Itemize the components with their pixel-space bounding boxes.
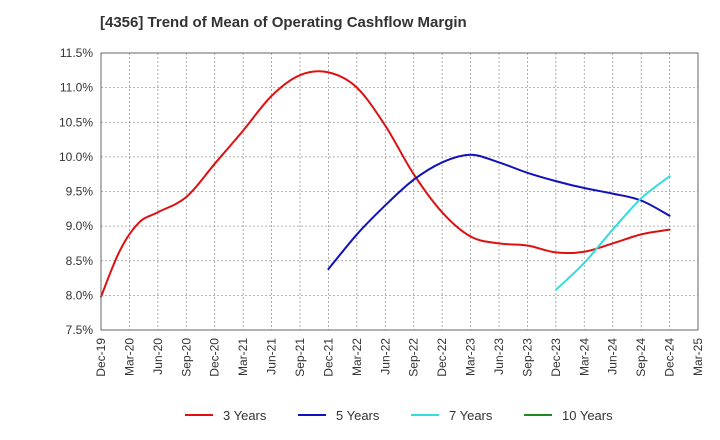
y-tick-label: 11.5% xyxy=(60,46,93,60)
y-tick-label: 8.0% xyxy=(66,288,94,302)
series-line-3 xyxy=(554,175,671,291)
x-tick-label: Sep-20 xyxy=(179,338,193,377)
chart-title: [4356] Trend of Mean of Operating Cashfl… xyxy=(100,14,467,31)
y-tick-label: 9.5% xyxy=(66,185,94,199)
x-tick-label: Dec-22 xyxy=(435,338,449,377)
y-tick-label: 10.0% xyxy=(59,150,93,164)
x-tick-label: Dec-20 xyxy=(208,338,222,377)
y-tick-label: 11.0% xyxy=(60,81,93,95)
x-tick-label: Mar-22 xyxy=(350,338,364,376)
series-lines xyxy=(100,70,671,298)
x-tick-label: Sep-22 xyxy=(407,338,421,377)
x-tick-label: Dec-21 xyxy=(321,338,335,377)
x-tick-label: Sep-21 xyxy=(293,338,307,377)
x-tick-label: Jun-21 xyxy=(265,338,279,375)
x-tick-label: Dec-23 xyxy=(549,338,563,377)
x-tick-label: Jun-23 xyxy=(492,338,506,375)
y-tick-label: 7.5% xyxy=(66,323,94,337)
x-tick-label: Dec-24 xyxy=(663,338,677,377)
x-tick-label: Mar-23 xyxy=(464,338,478,376)
legend-label: 10 Years xyxy=(562,408,613,423)
plot-frame xyxy=(100,52,699,331)
legend-label: 5 Years xyxy=(336,408,380,423)
x-tick-label: Jun-20 xyxy=(151,338,165,375)
series-line-2 xyxy=(327,153,671,271)
legend-label: 3 Years xyxy=(223,408,267,423)
x-tick-label: Sep-24 xyxy=(634,338,648,377)
y-tick-label: 9.0% xyxy=(66,219,94,233)
x-tick-label: Mar-24 xyxy=(577,338,591,376)
x-tick-label: Jun-24 xyxy=(606,338,620,375)
y-axis: 7.5% 8.0% 8.5% 9.0% 9.5% 10.0% 10.5% 11.0% 11.5% xyxy=(59,46,93,337)
y-tick-label: 10.5% xyxy=(59,115,93,129)
x-tick-label: Jun-22 xyxy=(378,338,392,375)
legend: 3 Years 5 Years 7 Years 10 Years xyxy=(185,408,613,423)
series-line-1 xyxy=(100,70,671,298)
x-tick-label: Mar-20 xyxy=(122,338,136,376)
legend-label: 7 Years xyxy=(449,408,493,423)
x-tick-label: Dec-19 xyxy=(94,338,108,377)
x-tick-label: Mar-21 xyxy=(236,338,250,376)
x-tick-label: Sep-23 xyxy=(520,338,534,377)
x-axis: Dec-19 Mar-20 Jun-20 Sep-20 Dec-20 Mar-21 Jun-… xyxy=(94,338,705,377)
y-tick-label: 8.5% xyxy=(66,254,94,268)
x-tick-label: Mar-25 xyxy=(691,338,705,376)
